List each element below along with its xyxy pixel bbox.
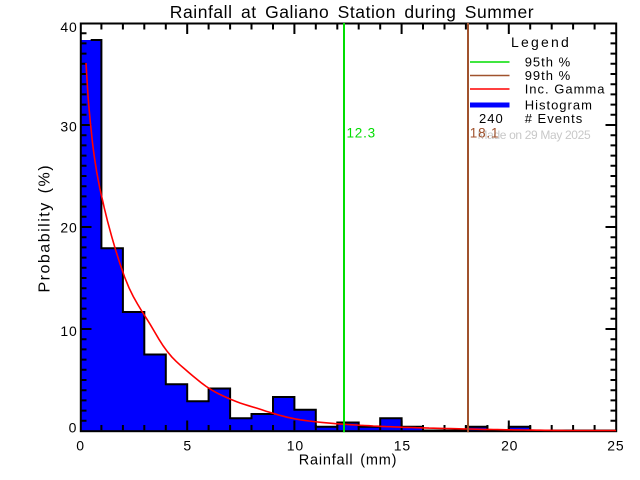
svg-text:Probability (%): Probability (%) — [37, 164, 54, 293]
svg-text:40: 40 — [60, 19, 77, 35]
svg-text:Made on 29 May 2025: Made on 29 May 2025 — [478, 128, 591, 142]
svg-text:# Events: # Events — [525, 111, 584, 126]
svg-text:10: 10 — [60, 323, 77, 339]
svg-text:20: 20 — [501, 438, 518, 454]
svg-text:0: 0 — [76, 438, 85, 454]
svg-text:15: 15 — [394, 438, 411, 454]
svg-text:99th %: 99th % — [525, 68, 571, 83]
svg-text:95th %: 95th % — [525, 55, 571, 70]
svg-text:240: 240 — [479, 111, 504, 126]
svg-text:Histogram: Histogram — [525, 98, 593, 113]
svg-text:Legend: Legend — [511, 34, 571, 50]
svg-text:18.1: 18.1 — [470, 126, 499, 141]
svg-text:0: 0 — [69, 419, 78, 435]
svg-text:Inc. Gamma: Inc. Gamma — [525, 82, 606, 97]
svg-text:10: 10 — [287, 438, 304, 454]
svg-text:Rainfall at Galiano Station du: Rainfall at Galiano Station during Summe… — [170, 2, 534, 22]
svg-text:5: 5 — [183, 438, 192, 454]
svg-text:12.3: 12.3 — [347, 126, 376, 141]
svg-text:25: 25 — [607, 438, 624, 454]
svg-text:20: 20 — [60, 220, 77, 236]
svg-text:30: 30 — [60, 118, 77, 134]
svg-text:Rainfall (mm): Rainfall (mm) — [299, 453, 398, 469]
